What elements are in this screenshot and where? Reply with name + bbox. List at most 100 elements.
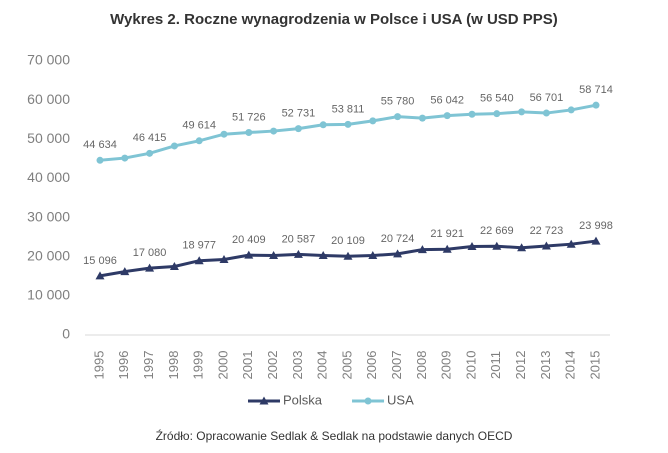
- x-tick-label: 2005: [339, 351, 354, 380]
- x-tick-label: 1998: [166, 351, 181, 380]
- data-point: [244, 250, 254, 259]
- y-tick-label: 0: [62, 326, 70, 342]
- data-label: 44 634: [83, 139, 117, 151]
- data-point: [567, 106, 575, 114]
- data-label: 22 669: [480, 225, 514, 237]
- data-label: 46 415: [133, 132, 167, 144]
- data-label: 22 723: [530, 225, 564, 237]
- x-tick-label: 1997: [141, 351, 156, 380]
- x-tick-label: 2008: [414, 351, 429, 380]
- x-tick-label: 2004: [315, 351, 330, 380]
- data-point: [121, 154, 129, 162]
- y-tick-label: 70 000: [27, 52, 70, 68]
- legend-label: Polska: [283, 392, 323, 407]
- data-label: 56 042: [430, 95, 464, 107]
- data-point: [417, 245, 427, 254]
- data-point: [492, 241, 502, 250]
- legend-marker: [364, 397, 372, 405]
- data-point: [369, 117, 377, 125]
- data-label: 15 096: [83, 255, 117, 267]
- x-tick-label: 1996: [116, 351, 131, 380]
- data-label: 20 587: [282, 233, 316, 245]
- data-point: [518, 108, 526, 116]
- data-point: [442, 244, 452, 253]
- data-label: 21 921: [430, 228, 464, 240]
- x-tick-label: 2010: [463, 351, 478, 380]
- data-label: 58 714: [579, 84, 613, 96]
- source-note: Źródło: Opracowanie Sedlak & Sedlak na p…: [156, 428, 513, 443]
- data-point: [393, 249, 403, 258]
- data-point: [294, 125, 302, 133]
- x-tick-label: 2006: [364, 351, 379, 380]
- x-tick-label: 2012: [513, 351, 528, 380]
- data-label: 56 540: [480, 93, 514, 105]
- data-point: [95, 271, 105, 280]
- data-label: 20 724: [381, 233, 415, 245]
- data-point: [120, 267, 130, 276]
- data-point: [145, 263, 155, 272]
- data-point: [443, 112, 451, 120]
- x-tick-label: 2015: [587, 351, 602, 380]
- y-tick-label: 60 000: [27, 91, 70, 107]
- y-tick-label: 30 000: [27, 208, 70, 224]
- y-tick-label: 50 000: [27, 130, 70, 146]
- data-point: [343, 251, 353, 260]
- data-point: [219, 254, 229, 263]
- data-label: 55 780: [381, 96, 415, 108]
- data-point: [368, 251, 378, 260]
- data-label: 56 701: [530, 92, 564, 104]
- data-point: [96, 156, 104, 164]
- x-tick-label: 2003: [290, 351, 305, 380]
- y-tick-label: 20 000: [27, 247, 70, 263]
- legend-label: USA: [387, 392, 414, 407]
- data-point: [467, 242, 477, 251]
- data-point: [591, 236, 601, 245]
- y-tick-label: 10 000: [27, 287, 70, 303]
- data-point: [270, 127, 278, 135]
- data-point: [418, 114, 426, 122]
- x-tick-label: 2002: [265, 351, 280, 380]
- data-label: 17 080: [133, 247, 167, 259]
- x-tick-label: 2014: [563, 351, 578, 380]
- data-point: [170, 142, 178, 150]
- x-tick-label: 1999: [191, 351, 206, 380]
- x-tick-label: 2011: [488, 351, 503, 379]
- data-point: [245, 129, 253, 137]
- data-point: [195, 137, 203, 145]
- data-label: 20 109: [331, 235, 365, 247]
- data-point: [269, 251, 279, 260]
- x-tick-label: 2013: [538, 351, 553, 380]
- data-label: 23 998: [579, 220, 613, 232]
- data-point: [517, 243, 527, 252]
- y-tick-label: 40 000: [27, 169, 70, 185]
- data-point: [344, 120, 352, 128]
- x-tick-label: 2000: [215, 351, 230, 380]
- data-label: 20 409: [232, 234, 266, 246]
- data-point: [169, 262, 179, 270]
- data-label: 52 731: [282, 108, 316, 120]
- data-label: 51 726: [232, 111, 266, 123]
- x-tick-label: 1995: [91, 351, 106, 380]
- data-point: [394, 113, 402, 121]
- data-point: [220, 130, 228, 138]
- x-tick-label: 2009: [439, 351, 454, 380]
- data-point: [541, 241, 551, 250]
- data-label: 18 977: [182, 240, 216, 252]
- data-point: [566, 239, 576, 248]
- data-point: [493, 110, 501, 118]
- x-tick-label: 2007: [389, 351, 404, 380]
- data-label: 49 614: [182, 120, 216, 132]
- chart-title: Wykres 2. Roczne wynagrodzenia w Polsce …: [110, 11, 558, 28]
- data-point: [318, 251, 328, 260]
- data-point: [319, 121, 327, 129]
- data-label: 53 811: [332, 103, 365, 115]
- data-point: [468, 110, 476, 118]
- data-point: [194, 256, 204, 265]
- data-point: [542, 109, 550, 117]
- data-point: [592, 101, 600, 109]
- x-tick-label: 2001: [240, 351, 255, 380]
- data-point: [146, 149, 154, 157]
- legend-marker: [259, 396, 269, 405]
- data-point: [293, 249, 303, 258]
